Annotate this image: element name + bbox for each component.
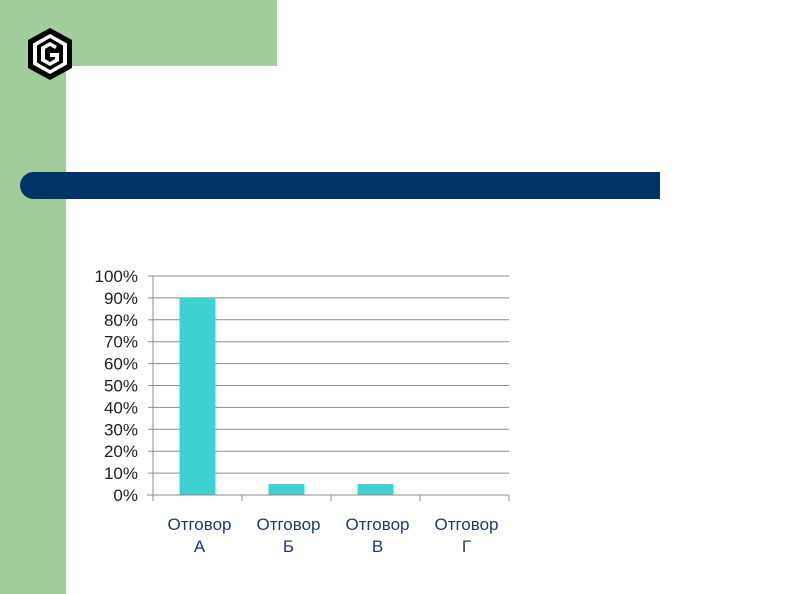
- y-tick-label: 0%: [113, 486, 138, 505]
- bar: [268, 484, 305, 495]
- y-tick-label: 80%: [104, 311, 138, 330]
- y-tick-label: 50%: [104, 377, 138, 396]
- y-tick-labels: 0% 10% 20% 30% 40% 50% 60% 70% 80% 90% 100%: [95, 267, 138, 505]
- y-tick-label: 20%: [104, 442, 138, 461]
- x-tick-label: Отговор Б: [256, 515, 320, 556]
- y-tick-label: 90%: [104, 289, 138, 308]
- y-tick-label: 70%: [104, 333, 138, 352]
- x-tick-labels: Отговор А Отговор Б Отговор В Отговор Г: [167, 515, 498, 556]
- y-tick-label: 10%: [104, 464, 138, 483]
- title-bar: [20, 172, 660, 199]
- bar: [357, 484, 394, 495]
- bars: [179, 297, 394, 495]
- y-tick-label: 60%: [104, 355, 138, 374]
- y-tick-label: 30%: [104, 420, 138, 439]
- decor-left-band: [0, 0, 66, 594]
- y-tick-label: 40%: [104, 398, 138, 417]
- y-tick-label: 100%: [95, 267, 138, 286]
- x-tick-label: Отговор В: [345, 515, 409, 556]
- x-tick-label: Отговор А: [167, 515, 231, 556]
- hexagon-emblem-icon: [28, 28, 72, 80]
- x-tick-label: Отговор Г: [434, 515, 498, 556]
- bar: [179, 297, 216, 495]
- axes: [147, 275, 510, 501]
